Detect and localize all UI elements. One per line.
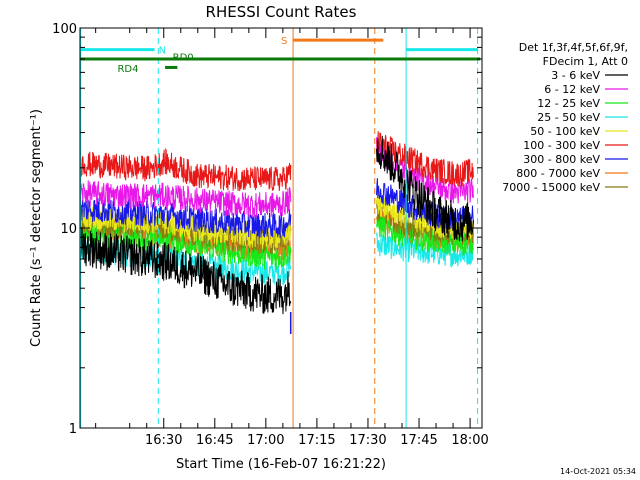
flag-label-s: S xyxy=(281,36,287,47)
axis-layer: 1 10 100 16:30 16:45 17:00 17:15 17:30 17:45 18:0… xyxy=(52,22,489,448)
legend: Det 1f,3f,4f,5f,6f,9f,FDecim 1, Att 03 -… xyxy=(502,41,628,194)
y-tick-label: 100 xyxy=(52,22,77,37)
legend-header-line: Det 1f,3f,4f,5f,6f,9f, xyxy=(519,41,628,54)
x-tick-label: 17:00 xyxy=(247,433,284,448)
series-line-5 xyxy=(79,131,474,192)
legend-header-line: FDecim 1, Att 0 xyxy=(543,55,628,68)
legend-label: 800 - 7000 keV xyxy=(516,167,600,180)
flag-label-rd0: RD0 xyxy=(173,53,194,64)
y-axis-label: Count Rate (s⁻¹ detector segment⁻¹) xyxy=(29,109,44,347)
x-tick-label: 16:30 xyxy=(145,433,182,448)
y-tick-label: 10 xyxy=(60,222,77,237)
flag-layer: N RD0 RD4 S xyxy=(80,36,481,75)
legend-label: 25 - 50 keV xyxy=(537,111,600,124)
legend-label: 3 - 6 keV xyxy=(551,69,600,82)
legend-label: 50 - 100 keV xyxy=(530,125,600,138)
series-line-0 xyxy=(79,135,474,315)
x-tick-label: 16:45 xyxy=(196,433,233,448)
x-tick-label: 18:00 xyxy=(451,433,488,448)
y-tick-label: 1 xyxy=(69,422,77,437)
flag-label-rd4: RD4 xyxy=(117,64,138,75)
legend-label: 100 - 300 keV xyxy=(523,139,600,152)
footer-timestamp: 14-Oct-2021 05:34 xyxy=(560,467,636,476)
legend-label: 300 - 800 keV xyxy=(523,153,600,166)
legend-label: 7000 - 15000 keV xyxy=(502,181,600,194)
chart-title: RHESSI Count Rates xyxy=(206,3,357,21)
legend-label: 12 - 25 keV xyxy=(537,97,600,110)
x-tick-label: 17:45 xyxy=(400,433,437,448)
x-tick-label: 17:15 xyxy=(298,433,335,448)
series-layer xyxy=(79,131,474,335)
x-axis-label: Start Time (16-Feb-07 16:21:22) xyxy=(176,457,386,472)
flag-label-n: N xyxy=(159,46,166,57)
legend-label: 6 - 12 keV xyxy=(544,83,600,96)
x-tick-label: 17:30 xyxy=(349,433,386,448)
